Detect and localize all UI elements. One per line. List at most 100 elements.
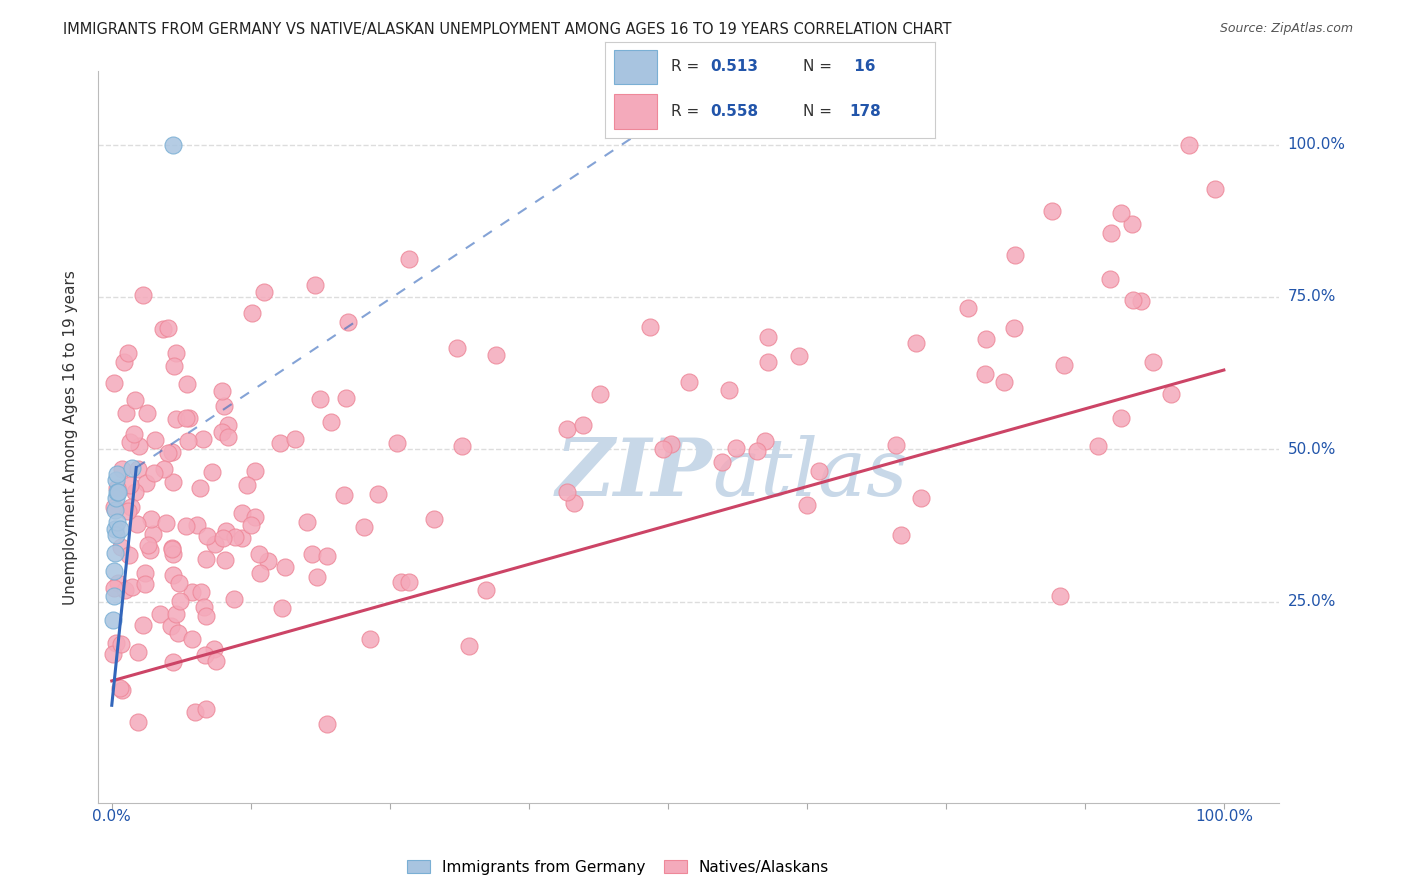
Point [167, 626, 190, 640]
Point [194, 701, 217, 715]
Text: atlas: atlas [713, 435, 908, 512]
Text: R =: R = [671, 103, 704, 119]
Point [132, 287, 155, 301]
Point [249, 548, 271, 562]
Point [335, 392, 357, 406]
Point [103, 564, 125, 578]
Point [555, 422, 578, 436]
Point [271, 600, 294, 615]
Point [127, 645, 149, 659]
Point [367, 486, 389, 500]
Point [165, 411, 187, 425]
Point [120, 478, 142, 492]
Point [756, 354, 779, 368]
Text: 0.558: 0.558 [710, 103, 758, 119]
Point [184, 705, 207, 719]
Point [353, 520, 375, 534]
Point [1177, 137, 1199, 152]
Point [808, 465, 831, 479]
Text: 50.0%: 50.0% [1288, 442, 1336, 457]
Point [243, 510, 266, 524]
Point [136, 538, 159, 552]
Point [1142, 355, 1164, 369]
Point [110, 637, 132, 651]
Point [194, 648, 217, 663]
Point [156, 320, 179, 334]
Point [162, 568, 184, 582]
Point [190, 585, 212, 599]
Point [301, 547, 323, 561]
Point [117, 504, 139, 518]
Point [957, 301, 980, 315]
Point [105, 482, 128, 496]
Point [107, 575, 129, 590]
Point [195, 529, 218, 543]
Point [1099, 226, 1122, 240]
Point [211, 425, 233, 439]
Point [108, 521, 131, 535]
Text: 178: 178 [849, 103, 880, 119]
Text: IMMIGRANTS FROM GERMANY VS NATIVE/ALASKAN UNEMPLOYMENT AMONG AGES 16 TO 19 YEARS: IMMIGRANTS FROM GERMANY VS NATIVE/ALASKA… [63, 22, 952, 37]
Point [333, 488, 356, 502]
Point [118, 549, 141, 563]
Point [117, 346, 139, 360]
Point [215, 524, 238, 538]
Point [201, 465, 224, 479]
Point [148, 607, 170, 622]
Point [105, 473, 128, 487]
Point [176, 518, 198, 533]
Point [188, 481, 211, 495]
Point [204, 654, 226, 668]
Point [101, 647, 124, 661]
Point [295, 515, 318, 529]
Text: N =: N = [803, 103, 837, 119]
Point [239, 518, 262, 533]
Point [1087, 439, 1109, 453]
Text: 16: 16 [849, 60, 876, 74]
Point [572, 417, 595, 432]
Point [1040, 204, 1063, 219]
Point [651, 442, 673, 457]
Point [202, 642, 225, 657]
Point [240, 306, 263, 320]
Point [1121, 218, 1143, 232]
Point [204, 537, 226, 551]
Point [387, 436, 409, 450]
Point [1053, 358, 1076, 372]
Point [214, 552, 236, 566]
Y-axis label: Unemployment Among Ages 16 to 19 years: Unemployment Among Ages 16 to 19 years [63, 269, 77, 605]
Point [315, 549, 337, 564]
Point [176, 434, 198, 448]
Point [1204, 181, 1226, 195]
Point [125, 517, 148, 532]
Point [121, 460, 143, 475]
Point [104, 521, 127, 535]
Point [273, 560, 295, 574]
Point [135, 475, 157, 490]
Point [796, 498, 818, 512]
Point [475, 582, 498, 597]
Point [398, 252, 420, 267]
Point [678, 376, 700, 390]
Point [111, 462, 134, 476]
Text: 100.0%: 100.0% [1288, 137, 1346, 152]
Point [224, 530, 246, 544]
Point [256, 553, 278, 567]
Point [211, 384, 233, 399]
Point [589, 387, 612, 401]
Point [321, 415, 343, 429]
Point [127, 462, 149, 476]
Point [711, 455, 734, 469]
Point [217, 417, 239, 432]
Point [359, 632, 381, 646]
Point [122, 426, 145, 441]
Point [910, 491, 932, 506]
Point [398, 575, 420, 590]
Point [111, 683, 134, 698]
Point [127, 714, 149, 729]
Text: 75.0%: 75.0% [1288, 289, 1336, 304]
Point [160, 541, 183, 556]
Text: 25.0%: 25.0% [1288, 594, 1336, 609]
Point [104, 546, 127, 560]
Point [108, 681, 131, 695]
